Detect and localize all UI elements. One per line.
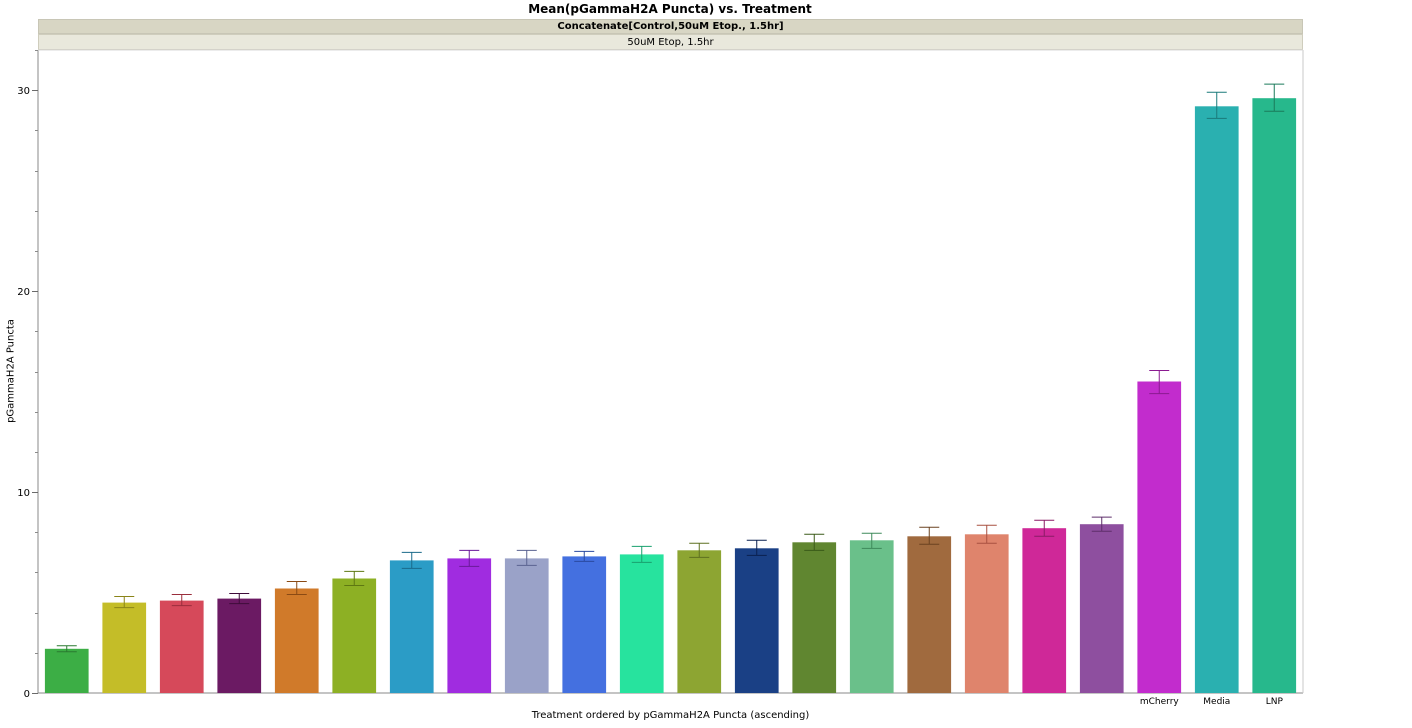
bar: [734, 548, 779, 693]
bar: [274, 588, 319, 693]
x-tick-label: Media: [1203, 697, 1230, 707]
bar: [217, 598, 262, 693]
bar: [792, 542, 837, 693]
bar: [849, 540, 894, 693]
bar: [447, 558, 492, 693]
bar-series: [44, 83, 1297, 694]
x-tick-label: mCherry: [1140, 697, 1180, 707]
bar: [44, 648, 89, 693]
group-header: Concatenate[Control,50uM Etop., 1.5hr]: [38, 19, 1303, 34]
x-axis-label: Treatment ordered by pGammaH2A Puncta (a…: [531, 710, 810, 721]
y-tick-label: 20: [17, 287, 30, 298]
y-axis: 0 10 20 30: [17, 50, 38, 700]
bar: [1079, 524, 1124, 693]
x-tick-label: LNP: [1266, 697, 1284, 707]
bar: [562, 556, 607, 693]
bar: [332, 578, 377, 693]
bar: [1194, 106, 1239, 694]
bar: [1137, 381, 1182, 693]
bar: [1252, 98, 1297, 693]
bar: [964, 534, 1009, 693]
bar: [389, 560, 434, 693]
bar: [159, 600, 204, 693]
bar: [619, 554, 664, 693]
bar: [504, 558, 549, 693]
bar: [677, 550, 722, 693]
y-tick-label: 10: [17, 488, 30, 499]
bar: [907, 536, 952, 693]
y-tick-label: 30: [17, 86, 30, 97]
y-tick-label: 0: [24, 689, 30, 700]
bar: [102, 602, 147, 693]
chart-title: Mean(pGammaH2A Puncta) vs. Treatment: [528, 2, 812, 16]
x-axis: mCherry Media LNP: [1140, 697, 1284, 707]
bar: [1022, 528, 1067, 693]
